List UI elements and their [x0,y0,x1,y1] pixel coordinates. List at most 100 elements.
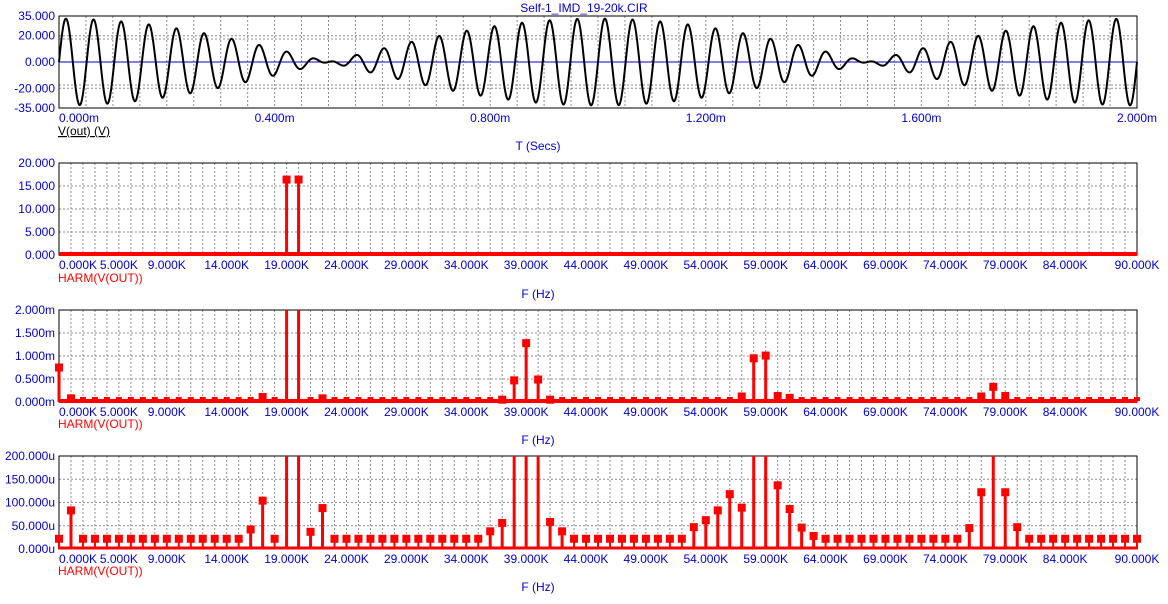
floor-marker [487,397,494,401]
x-tick-label: 49.000K [624,405,669,419]
trace-label-1: V(out) (V) [58,124,110,138]
harmonic-marker [689,523,698,532]
floor-marker [175,397,182,401]
floor-marker [391,397,398,401]
panel-3: 2.000m 1.500m 1.000m 0.500m 0.000m 0.000K 5.00… [15,303,1159,419]
harmonic-marker [510,376,519,385]
floor-marker [1050,397,1057,401]
x-tick-label: 34.000K [444,405,489,419]
floor-marker [342,534,351,543]
floor-marker [331,397,338,401]
x-tick-label: 34.000K [444,258,489,272]
floor-marker [402,534,411,543]
floor-marker [103,397,110,401]
floor-marker [846,397,853,401]
floor-marker [1086,397,1093,401]
harmonic-marker [522,339,531,348]
x-tick-label: 90.000K [1115,552,1160,566]
floor-marker [1037,534,1046,543]
x-tick-label: 29.000K [384,258,429,272]
floor-marker [1133,534,1141,543]
floor-marker [678,397,685,401]
y-tick-label: 1.000m [15,349,55,363]
floor-marker [870,397,877,401]
harmonic-marker [773,481,782,490]
floor-marker [595,397,601,401]
harmonic-marker [546,518,555,527]
x-tick-label: 19.000K [264,405,309,419]
floor-marker [833,534,842,543]
x-tick-label: 69.000K [863,405,908,419]
floor-marker [617,534,626,543]
floor-marker [559,397,566,401]
floor-marker [894,397,901,401]
harmonic-marker [318,504,327,513]
floor-marker [858,397,865,401]
x-axis-label-3: F (Hz) [521,433,554,447]
floor-marker [583,397,590,401]
x-tick-label: 19.000K [264,258,309,272]
harmonic-marker [1001,488,1010,497]
x-tick-label: 0.000K [59,405,97,419]
floor-marker [810,397,817,401]
x-tick-label: 14.000K [204,405,249,419]
floor-marker [594,534,602,543]
y-tick-label: 15.000 [18,179,55,193]
floor-marker [307,397,314,401]
floor-marker [355,397,362,401]
x-tick-label: 44.000K [564,405,609,419]
x-tick-label: 90.000K [1115,405,1160,419]
harmonic-marker [282,175,291,184]
floor-marker [1097,534,1106,543]
floor-marker [390,534,399,543]
floor-marker [942,397,949,401]
x-tick-label: 79.000K [983,552,1028,566]
y-tick-label: 200.000u [5,449,55,463]
y-tick-label: 0.500m [15,372,55,386]
y-tick-label: 100.000u [5,496,55,510]
x-tick-label: 79.000K [983,405,1028,419]
harmonic-marker [558,527,567,536]
x-tick-label: 14.000K [204,258,249,272]
x-tick-label: 9.000K [148,552,186,566]
floor-marker [582,534,591,543]
floor-marker [475,397,482,401]
x-tick-label: 0.000K [59,552,97,566]
floor-marker [1109,534,1118,543]
x-tick-label: 39.000K [504,552,549,566]
floor-marker [1049,534,1058,543]
y-tick-label: -35.000 [14,101,55,115]
floor-marker [79,397,86,401]
floor-marker [426,534,435,543]
floor-marker [929,534,938,543]
x-tick-label: 0.000K [59,258,97,272]
harmonic-marker [306,527,315,536]
x-tick-label: 54.000K [683,405,728,419]
floor-marker [690,397,697,401]
harmonic-marker [534,375,543,384]
floor-marker [415,397,422,401]
panel-1: 35.000 20.000 0.000 -20.000 -35.000 0.000m 0.4… [14,9,1157,125]
x-tick-label: 54.000K [683,552,728,566]
harmonic-marker [761,351,770,360]
y-tick-label: -20.000 [14,81,55,95]
harmonic-marker [66,394,75,403]
x-tick-label: 74.000K [923,405,968,419]
floor-marker [127,397,134,401]
floor-marker [953,534,962,543]
floor-marker [630,397,637,401]
floor-marker [1061,534,1070,543]
x-tick-label: 39.000K [504,258,549,272]
waveform-trace [58,17,1138,107]
floor-marker [271,397,278,401]
x-tick-label: 34.000K [444,552,489,566]
x-tick-label: 24.000K [324,552,369,566]
x-tick-label: 59.000K [743,552,788,566]
x-tick-label: 5.000K [100,405,138,419]
floor-marker [641,534,650,543]
harmonic-marker [498,395,507,404]
x-tick-label: 29.000K [384,405,429,419]
floor-marker [834,397,841,401]
